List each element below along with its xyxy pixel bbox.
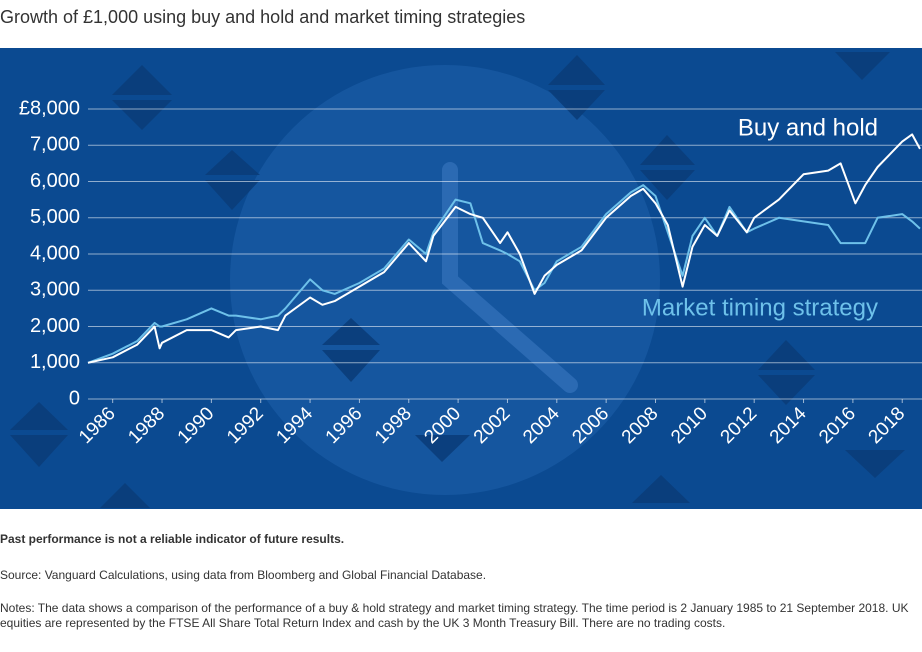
y-tick-label: 4,000 xyxy=(30,242,80,264)
y-tick-label: 3,000 xyxy=(30,279,80,301)
series-line xyxy=(87,133,921,364)
y-tick-label: 1,000 xyxy=(30,351,80,373)
source: Source: Vanguard Calculations, using dat… xyxy=(0,568,487,582)
y-tick-label: 7,000 xyxy=(30,134,80,156)
y-tick-label: 5,000 xyxy=(30,206,80,228)
series-line xyxy=(87,184,921,364)
y-tick-label: 2,000 xyxy=(30,315,80,337)
series-label: Buy and hold xyxy=(738,114,878,141)
y-tick-label: £8,000 xyxy=(19,97,80,119)
y-tick-label: 0 xyxy=(69,387,80,409)
chart: Growth of £1,000 using buy and hold and … xyxy=(0,7,922,509)
chart-title: Growth of £1,000 using buy and hold and … xyxy=(0,7,525,27)
notes: Notes: The data shows a comparison of th… xyxy=(0,601,909,630)
y-tick-label: 6,000 xyxy=(30,170,80,192)
series-label: Market timing strategy xyxy=(642,294,878,321)
disclaimer: Past performance is not a reliable indic… xyxy=(0,532,345,546)
